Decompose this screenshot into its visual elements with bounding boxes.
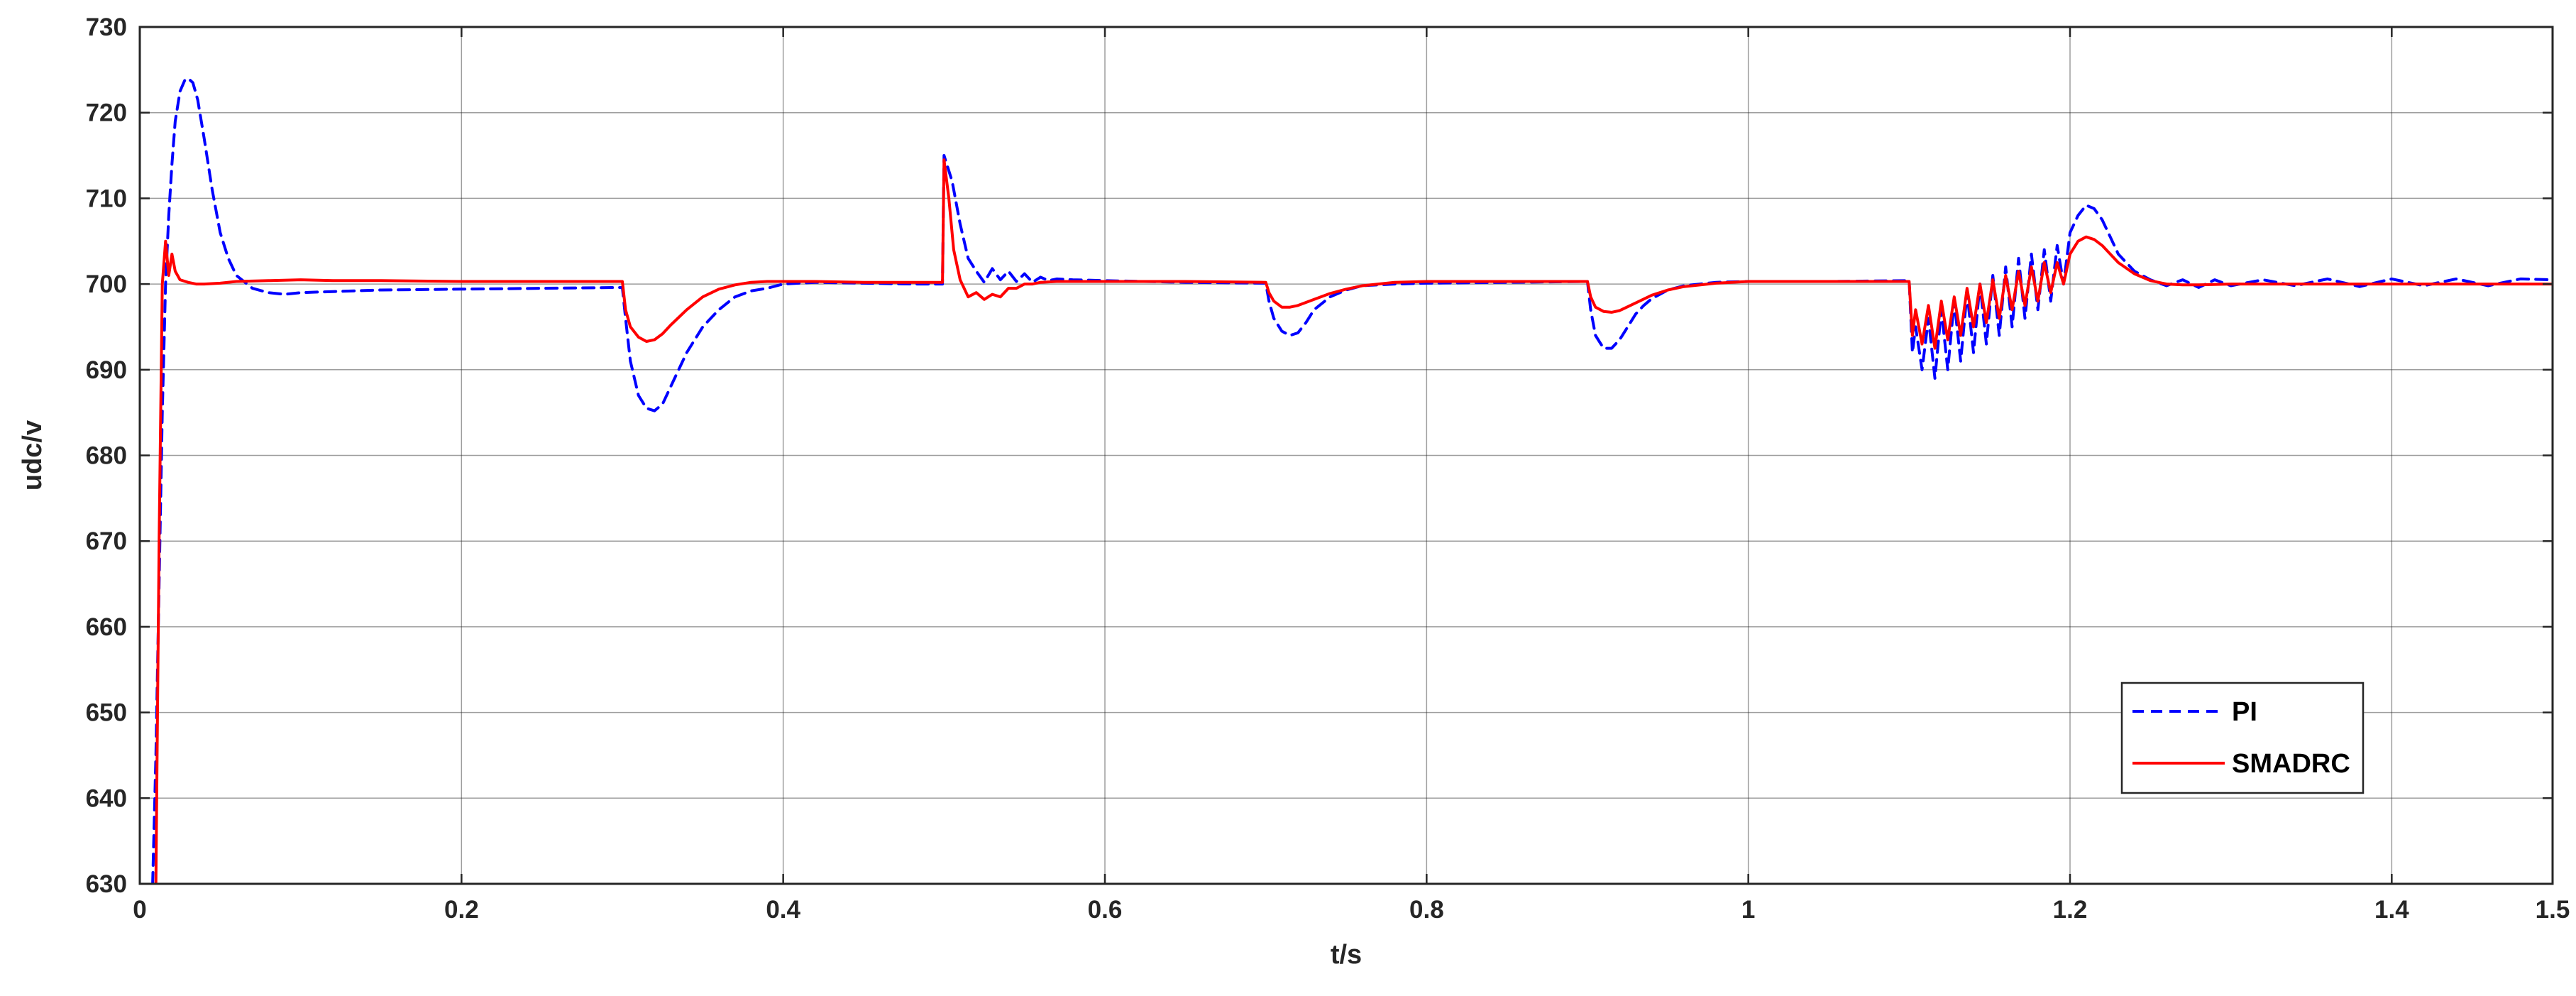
series-layer — [151, 77, 2553, 884]
x-tick-label: 1.2 — [2053, 896, 2088, 924]
x-tick-label: 0 — [133, 896, 146, 924]
axis-ticks: 0 0.2 0.4 0.6 0.8 1 1.2 1.4 1.5 630 640 650 660 670 68… — [86, 13, 2570, 924]
y-tick-label: 720 — [86, 99, 127, 127]
x-tick-label: 0.6 — [1088, 896, 1123, 924]
series-line-pi — [151, 77, 2553, 884]
x-tick-label: 0.8 — [1409, 896, 1444, 924]
y-tick-label: 730 — [86, 13, 127, 41]
y-axis-label: udc/v — [18, 420, 48, 491]
y-tick-label: 690 — [86, 356, 127, 384]
y-tick-label: 670 — [86, 527, 127, 555]
x-axis-label: t/s — [1331, 940, 1362, 970]
grid-lines — [139, 26, 2553, 885]
x-tick-label: 0.4 — [766, 896, 800, 924]
x-tick-label: 1 — [1741, 896, 1755, 924]
series-line-smadrc — [154, 158, 2553, 884]
y-tick-label: 650 — [86, 699, 127, 727]
legend: PI SMADRC — [2120, 682, 2365, 794]
y-tick-label: 710 — [86, 185, 127, 212]
y-tick-label: 700 — [86, 270, 127, 298]
x-tick-label: 0.2 — [444, 896, 479, 924]
legend-label-pi: PI — [2232, 697, 2257, 727]
x-tick-label: 1.5 — [2536, 896, 2570, 924]
y-tick-label: 640 — [86, 784, 127, 812]
x-tick-label: 1.4 — [2374, 896, 2409, 924]
y-tick-label: 660 — [86, 613, 127, 641]
y-tick-label: 630 — [86, 870, 127, 898]
legend-label-smadrc: SMADRC — [2232, 749, 2350, 779]
legend-box — [2120, 682, 2365, 794]
y-tick-label: 680 — [86, 442, 127, 470]
